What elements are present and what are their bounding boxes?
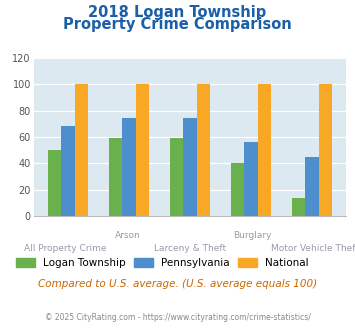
Text: Motor Vehicle Theft: Motor Vehicle Theft — [271, 244, 355, 253]
Text: Property Crime Comparison: Property Crime Comparison — [63, 16, 292, 31]
Legend: Logan Township, Pennsylvania, National: Logan Township, Pennsylvania, National — [16, 258, 308, 268]
Text: 2018 Logan Township: 2018 Logan Township — [88, 5, 267, 20]
Text: Larceny & Theft: Larceny & Theft — [154, 244, 226, 253]
Text: © 2025 CityRating.com - https://www.cityrating.com/crime-statistics/: © 2025 CityRating.com - https://www.city… — [45, 313, 310, 322]
Bar — [48, 150, 61, 216]
Text: Arson: Arson — [115, 231, 140, 240]
Text: All Property Crime: All Property Crime — [24, 244, 106, 253]
Bar — [318, 84, 332, 216]
Text: Burglary: Burglary — [233, 231, 272, 240]
Bar — [136, 84, 149, 216]
Bar — [170, 138, 183, 216]
Bar — [231, 163, 244, 216]
Bar — [75, 84, 88, 216]
Bar — [183, 118, 197, 216]
Bar — [197, 84, 210, 216]
Bar — [61, 126, 75, 216]
Bar — [258, 84, 271, 216]
Bar — [305, 157, 318, 216]
Bar — [244, 142, 258, 216]
Bar — [109, 138, 122, 216]
Bar — [292, 198, 305, 216]
Text: Compared to U.S. average. (U.S. average equals 100): Compared to U.S. average. (U.S. average … — [38, 279, 317, 289]
Bar — [122, 118, 136, 216]
